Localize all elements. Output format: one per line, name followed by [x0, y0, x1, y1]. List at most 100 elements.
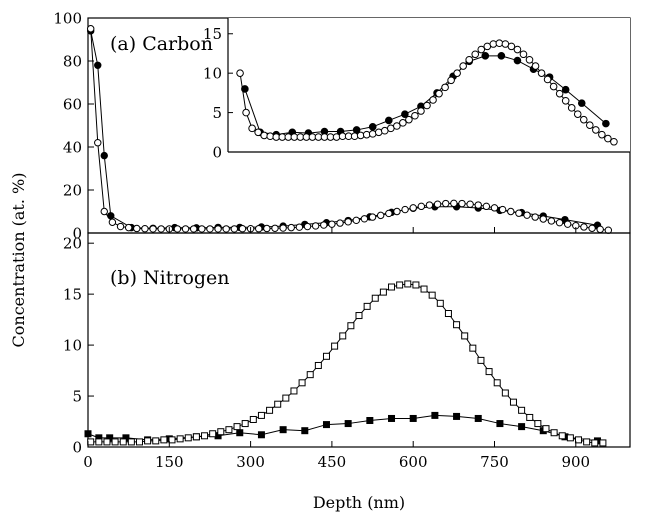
- nitrogen-series-2-point: [209, 430, 217, 438]
- inset-series-2-point: [537, 69, 546, 77]
- inset-series-2-point: [447, 76, 455, 85]
- carbon-y-tick-label: 0: [72, 224, 82, 242]
- carbon-series-2-point: [230, 225, 239, 233]
- nitrogen-series-1-point: [279, 426, 287, 434]
- nitrogen-series-2-point: [518, 406, 526, 414]
- carbon-series-2-point: [271, 224, 279, 232]
- inset-series-2-point: [248, 124, 256, 133]
- carbon-series-2-point: [474, 201, 482, 209]
- nitrogen-series-2-point: [192, 433, 200, 441]
- carbon-series-2-point: [498, 205, 507, 214]
- nitrogen-series-1-point: [344, 420, 352, 428]
- inset-series: [236, 39, 618, 146]
- x-tick-label: 900: [561, 453, 590, 471]
- nitrogen-series-2-point: [550, 429, 558, 437]
- inset-series-2-point: [519, 50, 528, 59]
- inset-series-2-point: [598, 130, 606, 139]
- nitrogen-plot: 0 5 10 15 20 (b) Nitrogen: [63, 232, 631, 456]
- inset-series-2-point: [489, 40, 498, 48]
- carbon-series-2-point: [255, 225, 263, 233]
- carbon-inset: 0 5 10 15: [203, 18, 630, 161]
- inset-series-2-point: [423, 101, 431, 110]
- inset-series-2-point: [254, 128, 262, 137]
- inset-series-2-point: [362, 130, 371, 139]
- nitrogen-series-2-point: [184, 434, 192, 442]
- nitrogen-y-tick-label: 0: [72, 438, 82, 456]
- inset-series-2-point: [260, 131, 268, 140]
- carbon-series-2-point: [263, 224, 271, 233]
- inset-y-tick-label: 0: [212, 143, 222, 161]
- nitrogen-series-2-point: [339, 332, 347, 340]
- nitrogen-series-2-point: [355, 312, 363, 320]
- inset-series-2-point: [604, 134, 612, 143]
- nitrogen-series-1-point: [366, 417, 374, 425]
- nitrogen-series-2-point: [266, 406, 274, 414]
- nitrogen-y-tick-label: 10: [63, 336, 82, 354]
- nitrogen-series-2-point: [152, 437, 160, 445]
- carbon-series-2-point: [100, 207, 108, 216]
- carbon-y-axis: 0 20 40 60 80 100: [53, 9, 94, 242]
- nitrogen-series-2-point: [412, 281, 420, 289]
- inset-series-2-point: [586, 121, 594, 129]
- carbon-series-2-point: [116, 222, 125, 231]
- inset-series-2-point: [459, 62, 467, 70]
- carbon-series-2-point: [328, 220, 336, 228]
- x-tick-label: 0: [83, 453, 93, 471]
- nitrogen-series-2-point: [290, 387, 298, 395]
- carbon-series-2-point: [531, 213, 539, 221]
- nitrogen-series-2-point: [404, 280, 412, 288]
- x-tick-label: 450: [318, 453, 347, 471]
- nitrogen-series-2-point: [168, 436, 176, 444]
- nitrogen-series-1-point: [431, 411, 439, 419]
- carbon-series-2-point: [336, 219, 344, 227]
- nitrogen-series-2-point: [591, 439, 599, 447]
- inset-series-2-point: [561, 96, 570, 105]
- nitrogen-series-1-point: [518, 423, 526, 431]
- carbon-series-2-point: [320, 221, 328, 229]
- carbon-series-2-point: [222, 225, 230, 233]
- inset-series-2-point: [393, 122, 401, 130]
- carbon-series-2-point: [401, 205, 409, 214]
- nitrogen-series-2-point: [257, 411, 265, 419]
- carbon-series-2-point: [376, 211, 385, 220]
- carbon-series: [87, 25, 613, 234]
- carbon-title: (a) Carbon: [110, 33, 213, 55]
- inset-series-1-point: [481, 52, 490, 60]
- carbon-series-2-point: [563, 220, 572, 228]
- nitrogen-series-2-point: [95, 438, 103, 446]
- carbon-series-2-point: [458, 199, 466, 208]
- inset-series-1-point: [497, 52, 506, 60]
- inset-y-axis: 0 5 10 15: [203, 25, 233, 161]
- inset-series-1-point: [368, 122, 377, 131]
- nitrogen-series-2-point: [160, 436, 168, 444]
- carbon-series-2-point: [124, 223, 133, 232]
- inset-series-2-point: [405, 115, 413, 124]
- carbon-series-2-point: [198, 225, 206, 233]
- inset-series-2-point: [429, 96, 437, 104]
- nitrogen-y-tick-label: 20: [63, 234, 82, 252]
- carbon-series-2-point: [238, 225, 247, 233]
- carbon-series-2-point: [157, 225, 165, 233]
- inset-series-1-point: [577, 99, 586, 107]
- inset-series-2-point: [332, 133, 341, 141]
- nitrogen-series-1-point: [257, 431, 265, 439]
- carbon-series-2-point: [181, 225, 190, 233]
- inset-y-tick-label: 5: [212, 104, 222, 122]
- x-tick-label: 600: [399, 453, 428, 471]
- inset-series-2-point: [465, 55, 474, 64]
- nitrogen-series-2-point: [388, 283, 396, 291]
- carbon-series-2-point: [433, 200, 442, 208]
- carbon-series-2-point: [596, 225, 604, 234]
- nitrogen-series-2-point: [542, 425, 550, 433]
- inset-series-2-point: [610, 137, 618, 146]
- carbon-series-2-point: [214, 225, 222, 233]
- carbon-y-tick-label: 60: [63, 95, 82, 113]
- inset-series-2-point: [555, 89, 564, 98]
- nitrogen-series-2-point: [461, 332, 469, 340]
- nitrogen-series-2-point: [201, 432, 209, 440]
- carbon-series-2-point: [344, 218, 352, 226]
- nitrogen-series-1-point: [453, 412, 461, 420]
- nitrogen-title: (b) Nitrogen: [110, 267, 230, 289]
- nitrogen-series-2-point: [599, 439, 607, 447]
